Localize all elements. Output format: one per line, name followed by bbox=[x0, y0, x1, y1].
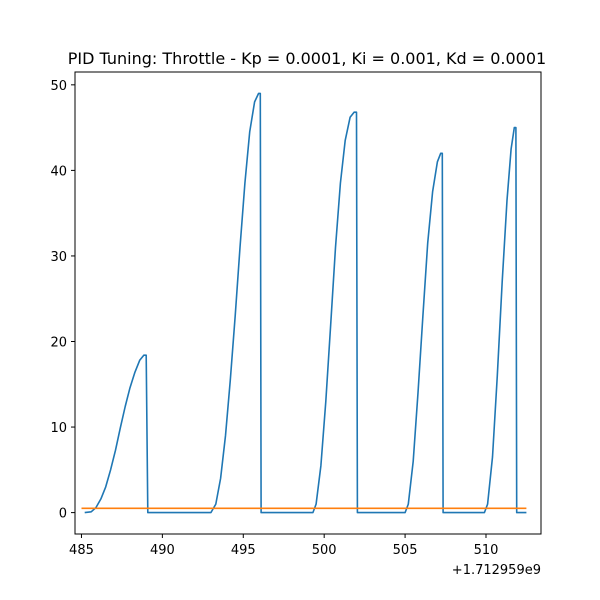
y-axis: 0 10 20 30 40 50 bbox=[50, 79, 75, 522]
x-tick-label: 510 bbox=[474, 543, 499, 558]
output-line bbox=[84, 92, 527, 514]
y-tick-label: 40 bbox=[50, 164, 67, 179]
x-tick-label: 485 bbox=[69, 543, 94, 558]
x-tick-label: 500 bbox=[312, 543, 337, 558]
y-tick-label: 20 bbox=[50, 336, 67, 351]
y-tick-label: 30 bbox=[50, 250, 67, 265]
plot-frame bbox=[74, 71, 542, 535]
y-tick-label: 0 bbox=[59, 507, 67, 522]
x-tick-label: 490 bbox=[150, 543, 175, 558]
chart-title: PID Tuning: Throttle - Kp = 0.0001, Ki =… bbox=[68, 49, 546, 68]
x-axis-offset-label: +1.712959e9 bbox=[452, 563, 541, 578]
x-axis: 485 490 495 500 505 510 bbox=[69, 534, 498, 558]
y-tick-label: 50 bbox=[50, 79, 67, 94]
y-tick-label: 10 bbox=[50, 421, 67, 436]
series-layer bbox=[81, 92, 527, 514]
x-tick-label: 495 bbox=[231, 543, 256, 558]
x-tick-label: 505 bbox=[393, 543, 418, 558]
